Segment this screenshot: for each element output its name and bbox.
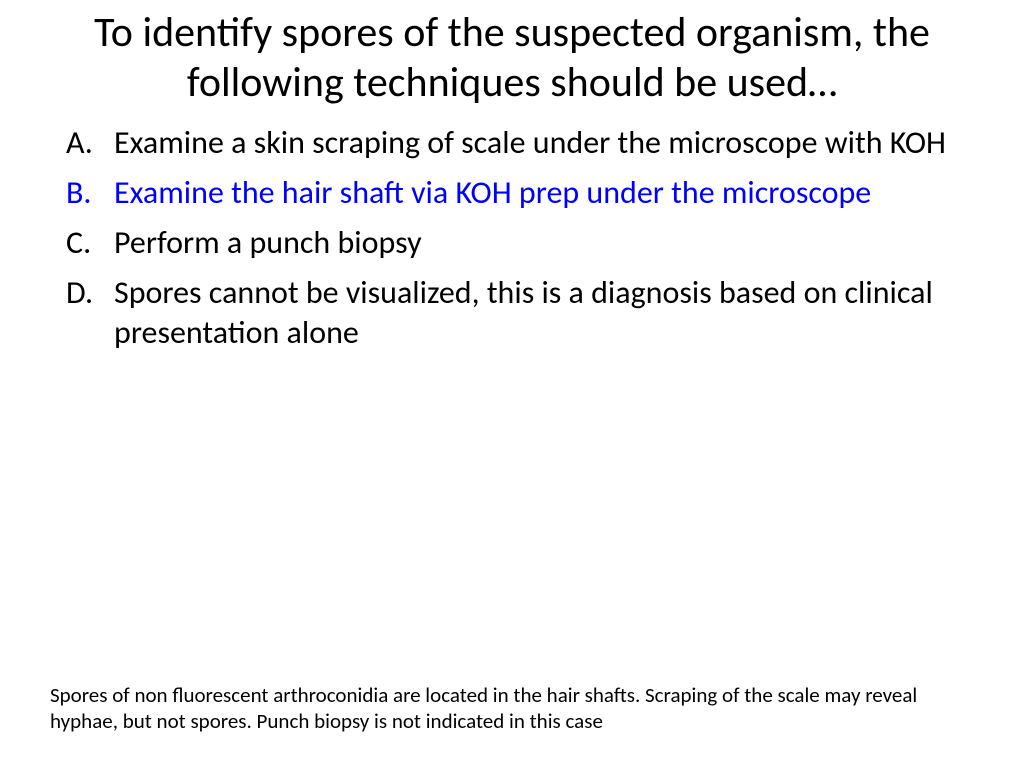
option-b: B. Examine the hair shaft via KOH prep u… — [66, 173, 974, 213]
option-text: Examine a skin scraping of scale under t… — [114, 123, 974, 163]
option-c: C. Perform a punch biopsy — [66, 223, 974, 263]
option-letter: B. — [66, 173, 114, 213]
footnote: Spores of non fluorescent arthroconidia … — [50, 682, 974, 735]
option-a: A. Examine a skin scraping of scale unde… — [66, 123, 974, 163]
slide-title: To identify spores of the suspected orga… — [70, 8, 954, 109]
slide: To identify spores of the suspected orga… — [0, 0, 1024, 768]
option-text: Examine the hair shaft via KOH prep unde… — [114, 173, 974, 213]
options-list: A. Examine a skin scraping of scale unde… — [66, 123, 974, 353]
option-text: Spores cannot be visualized, this is a d… — [114, 273, 974, 353]
option-letter: D. — [66, 273, 114, 353]
option-d: D. Spores cannot be visualized, this is … — [66, 273, 974, 353]
option-letter: A. — [66, 123, 114, 163]
option-letter: C. — [66, 223, 114, 263]
option-text: Perform a punch biopsy — [114, 223, 974, 263]
